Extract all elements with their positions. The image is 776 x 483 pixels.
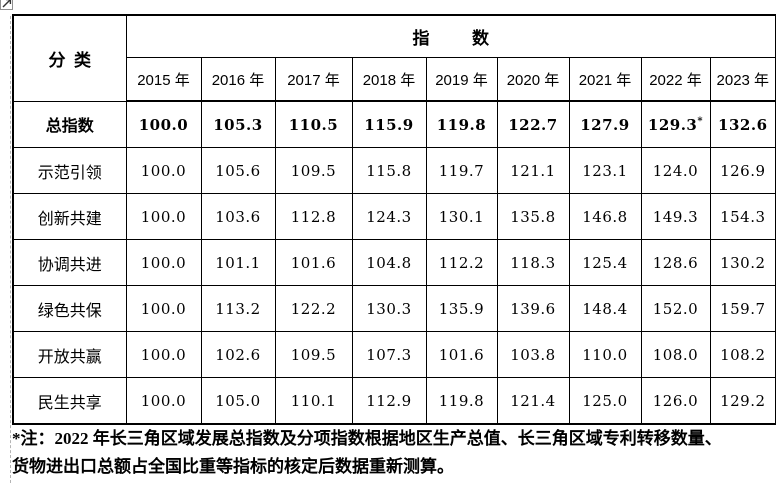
- index-header-cell: 指 数: [125, 14, 776, 58]
- data-cell: 126.9: [709, 147, 776, 194]
- data-cell: 105.6: [200, 147, 276, 194]
- row-label: 民生共享: [12, 377, 127, 425]
- data-cell: 110.1: [274, 377, 353, 425]
- data-cell: 100.0: [125, 377, 202, 425]
- table-row: 民生共享 100.0 105.0 110.1 112.9 119.8 121.4 125.0 1…: [12, 377, 776, 425]
- data-cell: 124.3: [351, 193, 427, 240]
- category-header-cell: 分 类: [12, 14, 127, 102]
- data-cell: 128.6: [640, 239, 711, 286]
- data-cell: 112.9: [351, 377, 427, 425]
- data-cell: 152.0: [640, 285, 711, 332]
- data-cell: 109.5: [274, 331, 353, 378]
- data-cell: 124.0: [640, 147, 711, 194]
- data-cell: 129.3*: [640, 100, 711, 148]
- row-label: 开放共赢: [12, 331, 127, 378]
- data-cell: 146.8: [568, 193, 642, 240]
- data-cell: 100.0: [125, 193, 202, 240]
- row-label: 创新共建: [12, 193, 127, 240]
- data-cell: 112.2: [425, 239, 498, 286]
- row-label: 示范引领: [12, 147, 127, 194]
- data-cell: 100.0: [125, 239, 202, 286]
- data-cell: 119.8: [425, 377, 498, 425]
- data-cell: 122.7: [496, 100, 570, 148]
- data-cell: 104.8: [351, 239, 427, 286]
- footnote: *注：2022 年长三角区域发展总指数及分项指数根据地区生产总值、长三角区域专利…: [12, 425, 772, 481]
- data-cell: 108.0: [640, 331, 711, 378]
- row-label: 总指数: [12, 100, 127, 148]
- header-row-years: 2015 年 2016 年 2017 年 2018 年 2019 年 2020 年 2021…: [13, 57, 776, 102]
- table-row: 绿色共保 100.0 113.2 122.2 130.3 135.9 139.6 148.4 1…: [12, 285, 776, 332]
- year-header-cell: 2017 年: [274, 57, 353, 102]
- footnote-line-1: *注：2022 年长三角区域发展总指数及分项指数根据地区生产总值、长三角区域专利…: [12, 429, 722, 448]
- data-cell: 135.8: [496, 193, 570, 240]
- data-cell: 108.2: [709, 331, 776, 378]
- data-cell: 121.4: [496, 377, 570, 425]
- data-cell: 110.0: [568, 331, 642, 378]
- data-cell: 127.9: [568, 100, 642, 148]
- year-header-cell: 2020 年: [496, 57, 570, 102]
- table-resize-handle-icon[interactable]: [0, 0, 13, 10]
- index-table: 分 类 指 数 2015 年 2016 年 2017 年 2018 年 2019 年 20…: [12, 14, 776, 425]
- data-cell: 105.3: [200, 100, 276, 148]
- data-cell: 130.1: [425, 193, 498, 240]
- footnote-marker: *: [697, 115, 704, 127]
- data-cell: 101.1: [200, 239, 276, 286]
- data-cell: 107.3: [351, 331, 427, 378]
- year-header-cell: 2023 年: [709, 57, 776, 102]
- year-header-cell: 2016 年: [200, 57, 276, 102]
- data-cell: 103.8: [496, 331, 570, 378]
- data-cell: 149.3: [640, 193, 711, 240]
- year-header-cell: 2022 年: [640, 57, 711, 102]
- table-row: 总指数 100.0 105.3 110.5 115.9 119.8 122.7 127.9 12…: [12, 100, 776, 148]
- data-cell: 100.0: [125, 285, 202, 332]
- data-cell: 130.3: [351, 285, 427, 332]
- data-cell: 121.1: [496, 147, 570, 194]
- year-header-cell: 2018 年: [351, 57, 427, 102]
- table-row: 创新共建 100.0 103.6 112.8 124.3 130.1 135.8 146.8 1…: [12, 193, 776, 240]
- text-boundary-line: [10, 16, 11, 483]
- data-cell: 125.4: [568, 239, 642, 286]
- data-cell: 123.1: [568, 147, 642, 194]
- data-cell: 101.6: [274, 239, 353, 286]
- data-cell: 139.6: [496, 285, 570, 332]
- data-cell: 135.9: [425, 285, 498, 332]
- data-cell: 112.8: [274, 193, 353, 240]
- data-cell: 119.7: [425, 147, 498, 194]
- table-row: 示范引领 100.0 105.6 109.5 115.8 119.7 121.1 123.1 1…: [12, 147, 776, 194]
- year-header-cell: 2019 年: [425, 57, 498, 102]
- data-cell: 102.6: [200, 331, 276, 378]
- data-cell: 115.8: [351, 147, 427, 194]
- data-cell: 118.3: [496, 239, 570, 286]
- data-cell: 126.0: [640, 377, 711, 425]
- data-cell: 105.0: [200, 377, 276, 425]
- data-cell: 132.6: [709, 100, 776, 148]
- data-cell: 122.2: [274, 285, 353, 332]
- data-cell: 125.0: [568, 377, 642, 425]
- footnote-line-2: 货物进出口总额占全国比重等指标的核定后数据重新测算。: [12, 457, 454, 476]
- table-row: 开放共赢 100.0 102.6 109.5 107.3 101.6 103.8 110.0 1…: [12, 331, 776, 378]
- year-header-cell: 2015 年: [125, 57, 202, 102]
- year-header-cell: 2021 年: [568, 57, 642, 102]
- table-row: 协调共进 100.0 101.1 101.6 104.8 112.2 118.3 125.4 1…: [12, 239, 776, 286]
- data-cell: 100.0: [125, 147, 202, 194]
- data-cell: 113.2: [200, 285, 276, 332]
- data-cell: 130.2: [709, 239, 776, 286]
- data-cell: 100.0: [125, 100, 202, 148]
- data-cell: 119.8: [425, 100, 498, 148]
- data-cell: 101.6: [425, 331, 498, 378]
- data-cell: 154.3: [709, 193, 776, 240]
- row-label: 协调共进: [12, 239, 127, 286]
- data-cell: 115.9: [351, 100, 427, 148]
- data-cell: 159.7: [709, 285, 776, 332]
- header-row-index: 分 类 指 数: [12, 14, 776, 102]
- data-cell: 129.2: [709, 377, 776, 425]
- data-cell: 100.0: [125, 331, 202, 378]
- row-label: 绿色共保: [12, 285, 127, 332]
- data-cell: 148.4: [568, 285, 642, 332]
- data-cell: 103.6: [200, 193, 276, 240]
- data-cell: 110.5: [274, 100, 353, 148]
- data-cell: 109.5: [274, 147, 353, 194]
